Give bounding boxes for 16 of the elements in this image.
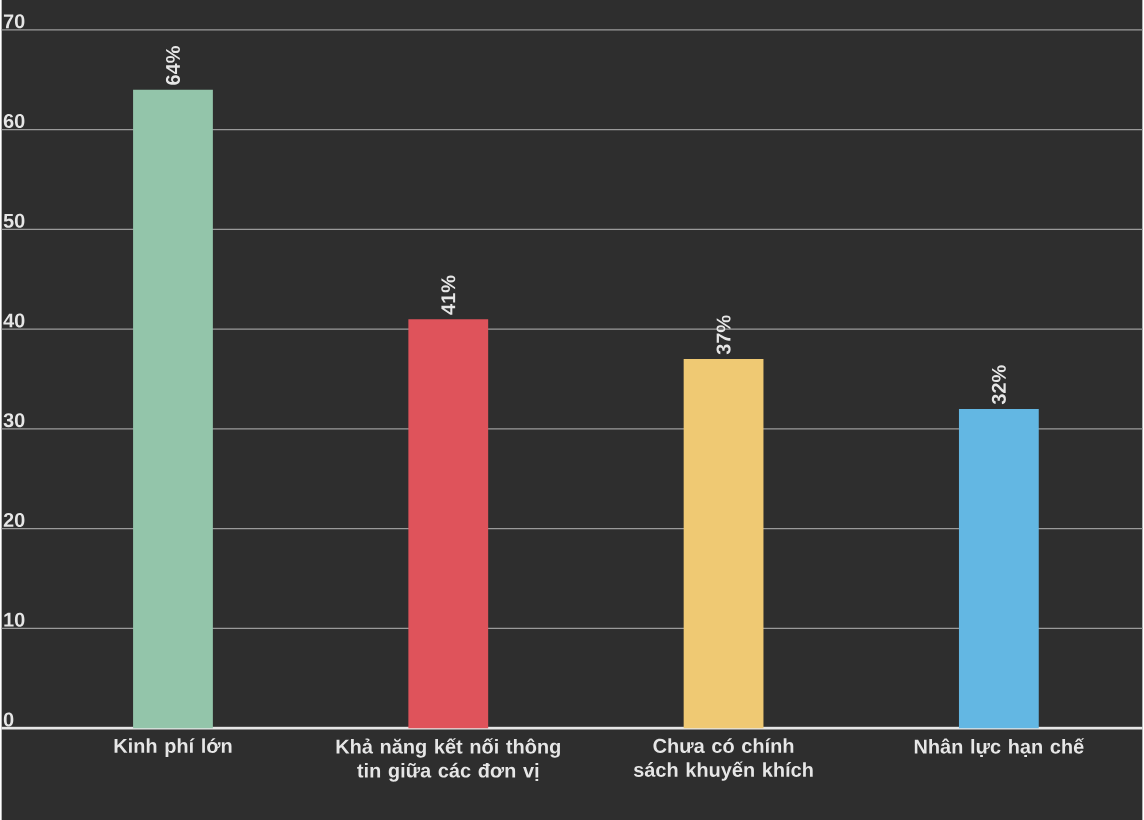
data-label: 37% — [716, 315, 731, 355]
y-tick-label: 10 — [4, 612, 25, 627]
data-label: 32% — [991, 365, 1006, 405]
x-tick-label: Khả năng kết nối thông tin giữa các đơn vị — [336, 738, 560, 782]
y-tick-label: 20 — [3, 512, 25, 528]
y-tick-label: 40 — [3, 313, 25, 328]
x-tick-label: Nhân lực hạn chế — [914, 738, 1085, 758]
y-tick-label: 60 — [3, 113, 25, 129]
y-tick-label: 70 — [3, 14, 25, 29]
data-label: 64% — [165, 46, 181, 85]
y-tick-label: 50 — [3, 213, 25, 228]
y-tick-label: 30 — [3, 413, 25, 428]
y-tick-label: 0 — [3, 712, 14, 727]
data-label: 41% — [441, 275, 456, 315]
x-tick-label: Chưa có chính sách khuyến khích — [633, 738, 813, 781]
x-tick-label: Kinh phí lớn — [114, 738, 232, 757]
